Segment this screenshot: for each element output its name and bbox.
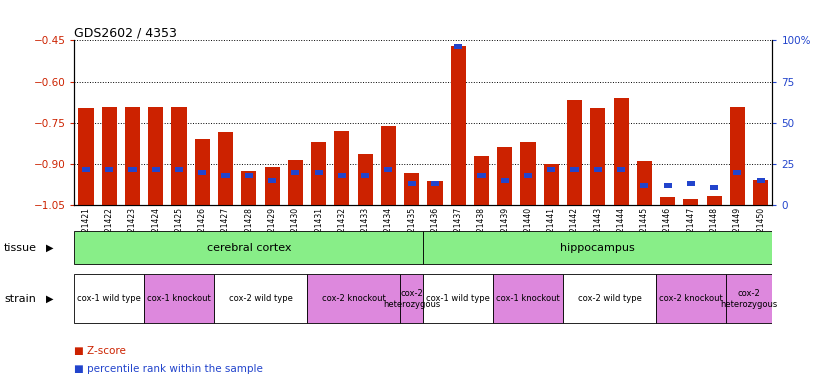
Bar (614, 98, 629, 205)
Bar (292, 170, 300, 175)
Text: ▶: ▶ (45, 243, 54, 253)
Text: cox-1 knockout: cox-1 knockout (147, 294, 211, 303)
Bar (384, 167, 392, 172)
Text: tissue: tissue (4, 243, 37, 253)
Bar (594, 167, 602, 172)
Text: cox-2
heterozygous: cox-2 heterozygous (720, 288, 777, 309)
Bar (311, 142, 326, 205)
Bar (152, 167, 160, 172)
Bar (474, 156, 489, 205)
Bar (427, 181, 443, 205)
Bar (338, 173, 346, 178)
Bar (361, 173, 369, 178)
Bar (125, 108, 140, 205)
Bar (198, 170, 206, 175)
Text: ▶: ▶ (45, 293, 54, 304)
Bar (358, 154, 373, 205)
Bar (733, 170, 742, 175)
Bar (423, 231, 772, 264)
Bar (244, 173, 253, 178)
Bar (102, 107, 116, 205)
Text: ■ Z-score: ■ Z-score (74, 346, 126, 356)
Bar (400, 274, 423, 323)
Bar (571, 167, 579, 172)
Bar (404, 173, 420, 205)
Bar (683, 199, 699, 205)
Bar (145, 274, 214, 323)
Bar (563, 274, 656, 323)
Bar (82, 167, 90, 172)
Bar (172, 107, 187, 205)
Text: strain: strain (4, 293, 36, 304)
Bar (520, 142, 535, 205)
Bar (547, 167, 555, 172)
Bar (78, 108, 93, 205)
Bar (195, 139, 210, 205)
Text: cox-1 wild type: cox-1 wild type (426, 294, 490, 303)
Bar (544, 164, 559, 205)
Bar (757, 178, 765, 183)
Bar (214, 274, 307, 323)
Bar (74, 274, 145, 323)
Text: cox-2 wild type: cox-2 wild type (577, 294, 641, 303)
Text: cox-2 knockout: cox-2 knockout (321, 294, 386, 303)
Bar (640, 183, 648, 188)
Bar (175, 167, 183, 172)
Bar (381, 126, 396, 205)
Text: cox-2 wild type: cox-2 wild type (229, 294, 292, 303)
Text: cox-1 knockout: cox-1 knockout (496, 294, 560, 303)
Bar (663, 183, 672, 188)
Bar (407, 182, 415, 187)
Text: cox-2 knockout: cox-2 knockout (659, 294, 723, 303)
Bar (524, 173, 532, 178)
Bar (501, 178, 509, 183)
Bar (148, 107, 164, 205)
Bar (710, 185, 719, 190)
Bar (454, 45, 463, 50)
Bar (287, 160, 303, 205)
Text: cox-1 wild type: cox-1 wild type (78, 294, 141, 303)
Bar (218, 132, 233, 205)
Bar (656, 274, 726, 323)
Bar (730, 107, 745, 205)
Bar (431, 182, 439, 187)
Bar (268, 178, 276, 183)
Bar (105, 167, 113, 172)
Bar (637, 161, 652, 205)
Bar (315, 170, 323, 175)
Bar (335, 131, 349, 205)
Text: cox-2
heterozygous: cox-2 heterozygous (383, 288, 440, 309)
Bar (497, 147, 512, 205)
Text: GDS2602 / 4353: GDS2602 / 4353 (74, 26, 178, 39)
Bar (706, 196, 722, 205)
Bar (264, 167, 280, 205)
Bar (753, 180, 768, 205)
Bar (451, 46, 466, 205)
Bar (660, 197, 675, 205)
Bar (591, 108, 605, 205)
Bar (493, 274, 563, 323)
Text: hippocampus: hippocampus (561, 243, 635, 253)
Bar (307, 274, 400, 323)
Text: ■ percentile rank within the sample: ■ percentile rank within the sample (74, 364, 263, 374)
Bar (423, 274, 493, 323)
Bar (221, 173, 230, 178)
Bar (477, 173, 486, 178)
Bar (74, 231, 423, 264)
Text: cerebral cortex: cerebral cortex (206, 243, 291, 253)
Bar (726, 274, 772, 323)
Bar (241, 171, 256, 205)
Bar (617, 167, 625, 172)
Bar (686, 182, 695, 187)
Bar (128, 167, 136, 172)
Bar (567, 100, 582, 205)
